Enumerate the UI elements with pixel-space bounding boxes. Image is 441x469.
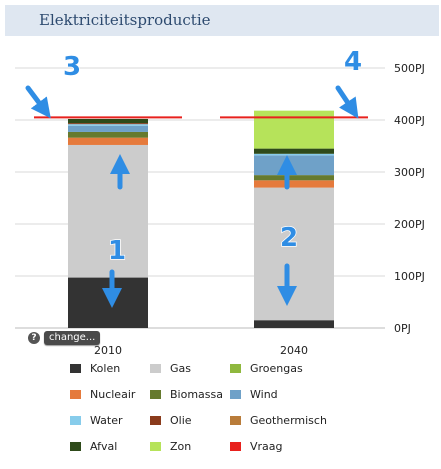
legend-label: Zon (170, 440, 192, 453)
legend-label: Vraag (250, 440, 283, 453)
bar-segment (68, 277, 148, 328)
legend-swatch (150, 364, 161, 373)
legend-label: Olie (170, 414, 192, 427)
bar-segment (254, 110, 334, 149)
chart-header: Elektriciteitsproductie (5, 5, 439, 36)
bar-segment (254, 155, 334, 176)
bar-segment (68, 124, 148, 126)
y-tick-label: 300PJ (394, 166, 425, 179)
bar-segment (68, 125, 148, 132)
legend-label: Wind (250, 388, 278, 401)
y-tick-label: 400PJ (394, 114, 425, 127)
y-tick-label: 100PJ (394, 270, 425, 283)
legend-swatch (70, 364, 81, 373)
legend-swatch (70, 390, 81, 399)
legend-item: Wind (230, 388, 278, 401)
x-tick-label: 2040 (280, 344, 308, 357)
legend-swatch (230, 390, 241, 399)
legend-label: Afval (90, 440, 118, 453)
annotation-number: 2 (280, 223, 298, 253)
x-tick-label: 2010 (94, 344, 122, 357)
legend-item: Afval (70, 440, 117, 453)
legend-label: Nucleair (90, 388, 136, 401)
bar-segment (68, 123, 148, 125)
legend-swatch (150, 442, 161, 451)
annotation-arrow (25, 85, 51, 119)
legend-swatch (230, 442, 241, 451)
legend-swatch (70, 416, 81, 425)
change-button[interactable]: change... (44, 331, 101, 345)
legend-item: Geothermisch (230, 414, 327, 427)
legend-label: Groengas (250, 362, 303, 375)
bar-segment (254, 187, 334, 321)
annotation-number: 3 (63, 52, 81, 82)
legend-swatch (70, 442, 81, 451)
legend-label: Gas (170, 362, 191, 375)
legend-swatch (230, 364, 241, 373)
legend-item: Olie (150, 414, 192, 427)
chart-title: Elektriciteitsproductie (39, 11, 211, 29)
legend-label: Biomassa (170, 388, 223, 401)
annotation-number: 1 (108, 236, 126, 266)
legend-swatch (150, 416, 161, 425)
bar-segment (254, 180, 334, 188)
annotation-number: 4 (344, 47, 362, 77)
legend-label: Kolen (90, 362, 121, 375)
legend-swatch (230, 416, 241, 425)
legend-item: Water (70, 414, 123, 427)
help-icon[interactable]: ? (28, 332, 40, 344)
legend-item: Biomassa (150, 388, 223, 401)
bar-segment (68, 144, 148, 278)
y-tick-label: 200PJ (394, 218, 425, 231)
y-tick-label: 500PJ (394, 62, 425, 75)
legend-item: Kolen (70, 362, 120, 375)
legend-label: Water (90, 414, 123, 427)
legend-label: Geothermisch (250, 414, 327, 427)
legend-item: Nucleair (70, 388, 135, 401)
legend-item: Vraag (230, 440, 283, 453)
bar-segment (68, 131, 148, 138)
annotation-arrow (335, 85, 359, 119)
bar-segment (68, 118, 148, 124)
bar-segment (254, 175, 334, 181)
y-tick-label: 0PJ (394, 322, 411, 335)
bar-segment (254, 153, 334, 156)
legend-swatch (150, 390, 161, 399)
bar-segment (68, 137, 148, 145)
legend-item: Groengas (230, 362, 303, 375)
legend-item: Gas (150, 362, 191, 375)
bar-segment (254, 148, 334, 154)
legend-item: Zon (150, 440, 191, 453)
bar-segment (254, 320, 334, 328)
